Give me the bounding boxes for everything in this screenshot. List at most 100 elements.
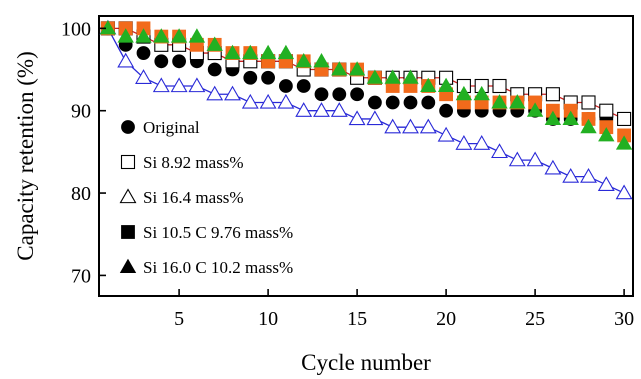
data-point-si-8-92-mass — [581, 95, 596, 110]
data-point-si-16-0-c-10-2-mass — [598, 127, 615, 142]
data-point-si-16-4-mass — [224, 85, 241, 101]
data-point-si-16-4-mass — [206, 85, 224, 101]
legend-item-si-16-4-mass: Si 16.4 mass% — [119, 188, 244, 207]
data-point-si-16-0-c-10-2-mass — [331, 61, 348, 76]
y-axis-label: Capacity retention (%) — [13, 51, 38, 260]
data-point-si-16-4-mass — [366, 110, 384, 126]
data-point-original — [243, 70, 258, 85]
data-point-si-16-4-mass — [135, 69, 152, 84]
y-tick-label: 100 — [61, 18, 91, 40]
legend-item-original: Original — [121, 118, 200, 137]
legend-marker — [119, 188, 137, 204]
data-point-si-16-4-mass — [188, 77, 206, 93]
legend-marker — [120, 154, 136, 170]
data-point-si-16-0-c-10-2-mass — [526, 102, 544, 117]
data-point-si-16-0-c-10-2-mass — [313, 52, 330, 68]
data-point-si-16-0-c-10-2-mass — [99, 20, 117, 35]
series-si-16-4-mass — [99, 19, 633, 200]
legend-item-si-10-5-c-9-76-mass: Si 10.5 C 9.76 mass% — [121, 223, 293, 242]
data-point-si-16-0-c-10-2-mass — [402, 69, 419, 84]
x-tick-label: 5 — [174, 308, 184, 330]
legend-marker — [119, 258, 137, 274]
data-point-original — [403, 95, 418, 110]
legend-marker — [121, 120, 135, 134]
legend-label: Original — [143, 118, 200, 137]
data-point-si-16-0-c-10-2-mass — [295, 52, 312, 68]
legend-item-si-16-0-c-10-2-mass: Si 16.0 C 10.2 mass% — [119, 258, 293, 277]
series-markers — [99, 19, 633, 200]
data-point-si-16-0-c-10-2-mass — [455, 85, 473, 101]
data-point-si-16-4-mass — [597, 176, 615, 191]
data-point-si-16-4-mass — [277, 93, 295, 109]
data-point-si-16-4-mass — [580, 167, 597, 183]
data-point-si-16-4-mass — [491, 143, 508, 159]
plot-frame — [98, 15, 634, 297]
data-point-original — [332, 87, 347, 102]
legend-marker — [121, 225, 135, 239]
x-tick-label: 20 — [436, 308, 456, 330]
data-point-si-16-0-c-10-2-mass — [544, 110, 562, 125]
data-point-si-16-4-mass — [241, 93, 259, 109]
data-point-original — [439, 103, 454, 118]
data-point-si-16-0-c-10-2-mass — [259, 44, 277, 60]
data-point-si-16-4-mass — [437, 126, 455, 142]
data-point-si-16-0-c-10-2-mass — [384, 69, 401, 84]
data-point-original — [261, 70, 276, 85]
data-point-si-16-4-mass — [562, 167, 580, 183]
data-point-original — [207, 62, 222, 77]
data-point-si-8-92-mass — [599, 103, 614, 118]
data-point-si-16-4-mass — [330, 102, 348, 117]
legend: Original Si 8.92 mass% Si 16.4 mass% Si 10.… — [119, 118, 293, 277]
data-point-original — [314, 87, 329, 102]
data-point-original — [367, 95, 382, 110]
data-point-si-16-0-c-10-2-mass — [366, 69, 384, 84]
legend-label: Si 16.4 mass% — [143, 188, 244, 207]
legend-label: Si 16.0 C 10.2 mass% — [143, 258, 293, 277]
y-tick-label: 70 — [71, 265, 91, 287]
data-point-si-16-0-c-10-2-mass — [206, 36, 223, 51]
data-point-si-16-0-c-10-2-mass — [420, 77, 437, 93]
data-point-si-16-4-mass — [152, 77, 170, 93]
series-si-16-0-c-10-2-mass — [99, 20, 633, 150]
legend-label: Si 8.92 mass% — [143, 153, 244, 172]
data-point-si-16-0-c-10-2-mass — [117, 28, 134, 43]
data-point-original — [172, 54, 187, 69]
x-axis-label: Cycle number — [301, 350, 431, 375]
x-tick-label: 30 — [614, 308, 634, 330]
data-point-original — [296, 79, 311, 93]
data-point-si-8-92-mass — [492, 78, 507, 94]
data-point-si-16-0-c-10-2-mass — [562, 110, 579, 125]
data-point-si-16-0-c-10-2-mass — [348, 61, 366, 76]
data-point-si-16-0-c-10-2-mass — [153, 28, 170, 43]
data-point-original — [136, 46, 151, 60]
data-point-si-16-4-mass — [313, 102, 330, 117]
data-point-si-16-0-c-10-2-mass — [242, 44, 259, 60]
data-point-original — [350, 87, 365, 102]
data-point-si-16-0-c-10-2-mass — [509, 94, 526, 109]
data-point-si-16-4-mass — [348, 110, 366, 126]
data-point-si-16-4-mass — [170, 77, 188, 93]
legend-label: Si 10.5 C 9.76 mass% — [143, 223, 293, 242]
data-point-si-16-0-c-10-2-mass — [491, 94, 508, 109]
data-point-original — [385, 95, 400, 110]
data-point-si-16-4-mass — [615, 184, 633, 200]
data-point-si-16-0-c-10-2-mass — [277, 44, 295, 60]
x-axis-ticks: 5 10 15 20 25 30 — [174, 289, 634, 330]
data-point-si-16-4-mass — [544, 159, 562, 175]
data-point-si-16-4-mass — [117, 52, 135, 68]
data-point-si-16-4-mass — [526, 151, 544, 167]
data-point-si-16-0-c-10-2-mass — [437, 77, 455, 93]
data-point-si-16-0-c-10-2-mass — [580, 118, 597, 134]
data-point-si-16-4-mass — [295, 102, 313, 117]
data-point-si-16-0-c-10-2-mass — [135, 28, 152, 43]
data-point-si-16-4-mass — [419, 118, 437, 134]
data-point-si-16-4-mass — [455, 135, 473, 150]
data-point-si-16-0-c-10-2-mass — [188, 28, 206, 43]
y-axis-ticks: 70 80 90 100 — [61, 18, 106, 287]
x-tick-label: 10 — [258, 308, 278, 330]
y-tick-label: 80 — [71, 183, 91, 205]
data-point-si-16-4-mass — [384, 118, 402, 134]
data-point-si-16-0-c-10-2-mass — [473, 85, 490, 101]
legend-item-si-8-92-mass: Si 8.92 mass% — [120, 153, 244, 172]
